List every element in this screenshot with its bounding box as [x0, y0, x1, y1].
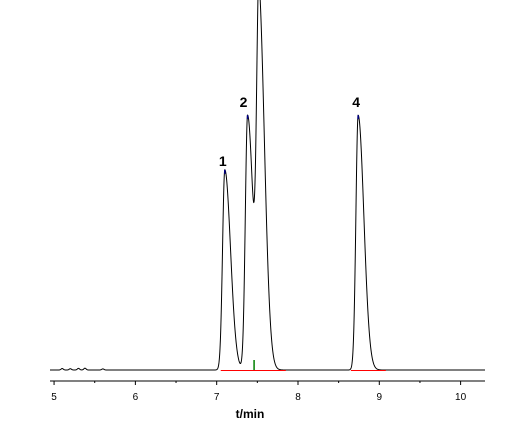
x-tick-label-5: 5	[51, 392, 57, 403]
x-tick-label-9: 9	[377, 392, 383, 403]
peak-label-2: 2	[240, 94, 248, 110]
x-tick-label-10: 10	[455, 392, 467, 403]
x-tick-label-6: 6	[133, 392, 139, 403]
trace-layer	[50, 0, 485, 370]
x-tick-label-8: 8	[295, 392, 301, 403]
peak-label-4: 4	[352, 94, 360, 110]
x-axis-title: t/min	[236, 407, 265, 421]
chromatogram-trace	[50, 0, 485, 370]
peak-label-layer: 1234	[219, 0, 360, 169]
x-tick-label-7: 7	[214, 392, 220, 403]
peak-label-1: 1	[219, 153, 227, 169]
x-axis: 5 6 7 8 9 10	[50, 381, 485, 403]
